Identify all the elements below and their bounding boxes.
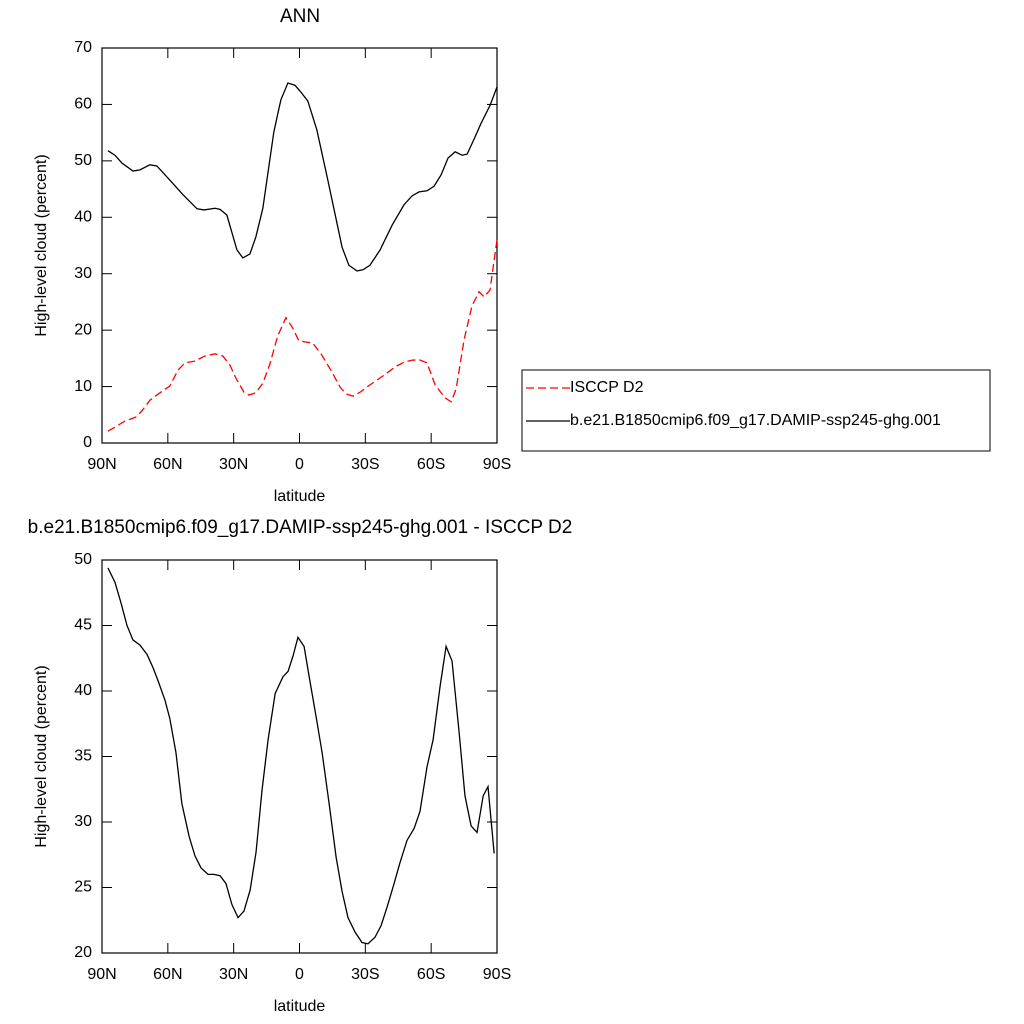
x-tick-label: 30N <box>219 456 248 473</box>
plot-frame <box>101 47 498 444</box>
x-tick-label: 0 <box>295 966 304 983</box>
x-tick-label: 30S <box>351 456 379 473</box>
x-tick-label: 90N <box>87 966 116 983</box>
plot-frame <box>101 559 498 954</box>
chart-title: b.e21.B1850cmip6.f09_g17.DAMIP-ssp245-gh… <box>28 517 573 538</box>
y-tick-label: 50 <box>74 551 92 568</box>
x-tick-label: 60N <box>153 456 182 473</box>
y-tick-label: 10 <box>74 378 92 395</box>
y-tick-label: 40 <box>74 209 92 226</box>
y-tick-label: 35 <box>74 748 92 765</box>
y-tick-label: 60 <box>74 96 92 113</box>
x-tick-label: 30N <box>219 966 248 983</box>
data-line <box>107 567 495 945</box>
x-axis-label: latitude <box>274 488 326 505</box>
y-tick-label: 20 <box>74 944 92 961</box>
y-tick-label: 30 <box>74 813 92 830</box>
y-tick-label: 25 <box>74 879 92 896</box>
y-tick-label: 40 <box>74 682 92 699</box>
y-axis-label: High-level cloud (percent) <box>33 665 50 847</box>
x-tick-label: 90S <box>483 966 511 983</box>
x-tick-label: 30S <box>351 966 379 983</box>
legend-label: b.e21.B1850cmip6.f09_g17.DAMIP-ssp245-gh… <box>570 412 941 429</box>
x-axis-label: latitude <box>274 998 326 1015</box>
data-line <box>107 239 498 432</box>
x-tick-label: 90N <box>87 456 116 473</box>
data-line <box>107 82 498 272</box>
x-tick-label: 60S <box>417 966 445 983</box>
y-tick-label: 0 <box>83 434 92 451</box>
x-tick-label: 90S <box>483 456 511 473</box>
y-tick-label: 20 <box>74 321 92 338</box>
x-tick-label: 60N <box>153 966 182 983</box>
y-tick-label: 30 <box>74 265 92 282</box>
chart-title: ANN <box>280 6 320 27</box>
y-tick-label: 50 <box>74 152 92 169</box>
x-tick-label: 0 <box>295 456 304 473</box>
y-axis-label: High-level cloud (percent) <box>33 154 50 336</box>
x-tick-label: 60S <box>417 456 445 473</box>
y-tick-label: 45 <box>74 617 92 634</box>
legend-box <box>521 369 991 452</box>
y-tick-label: 70 <box>74 39 92 56</box>
legend-label: ISCCP D2 <box>570 379 644 396</box>
